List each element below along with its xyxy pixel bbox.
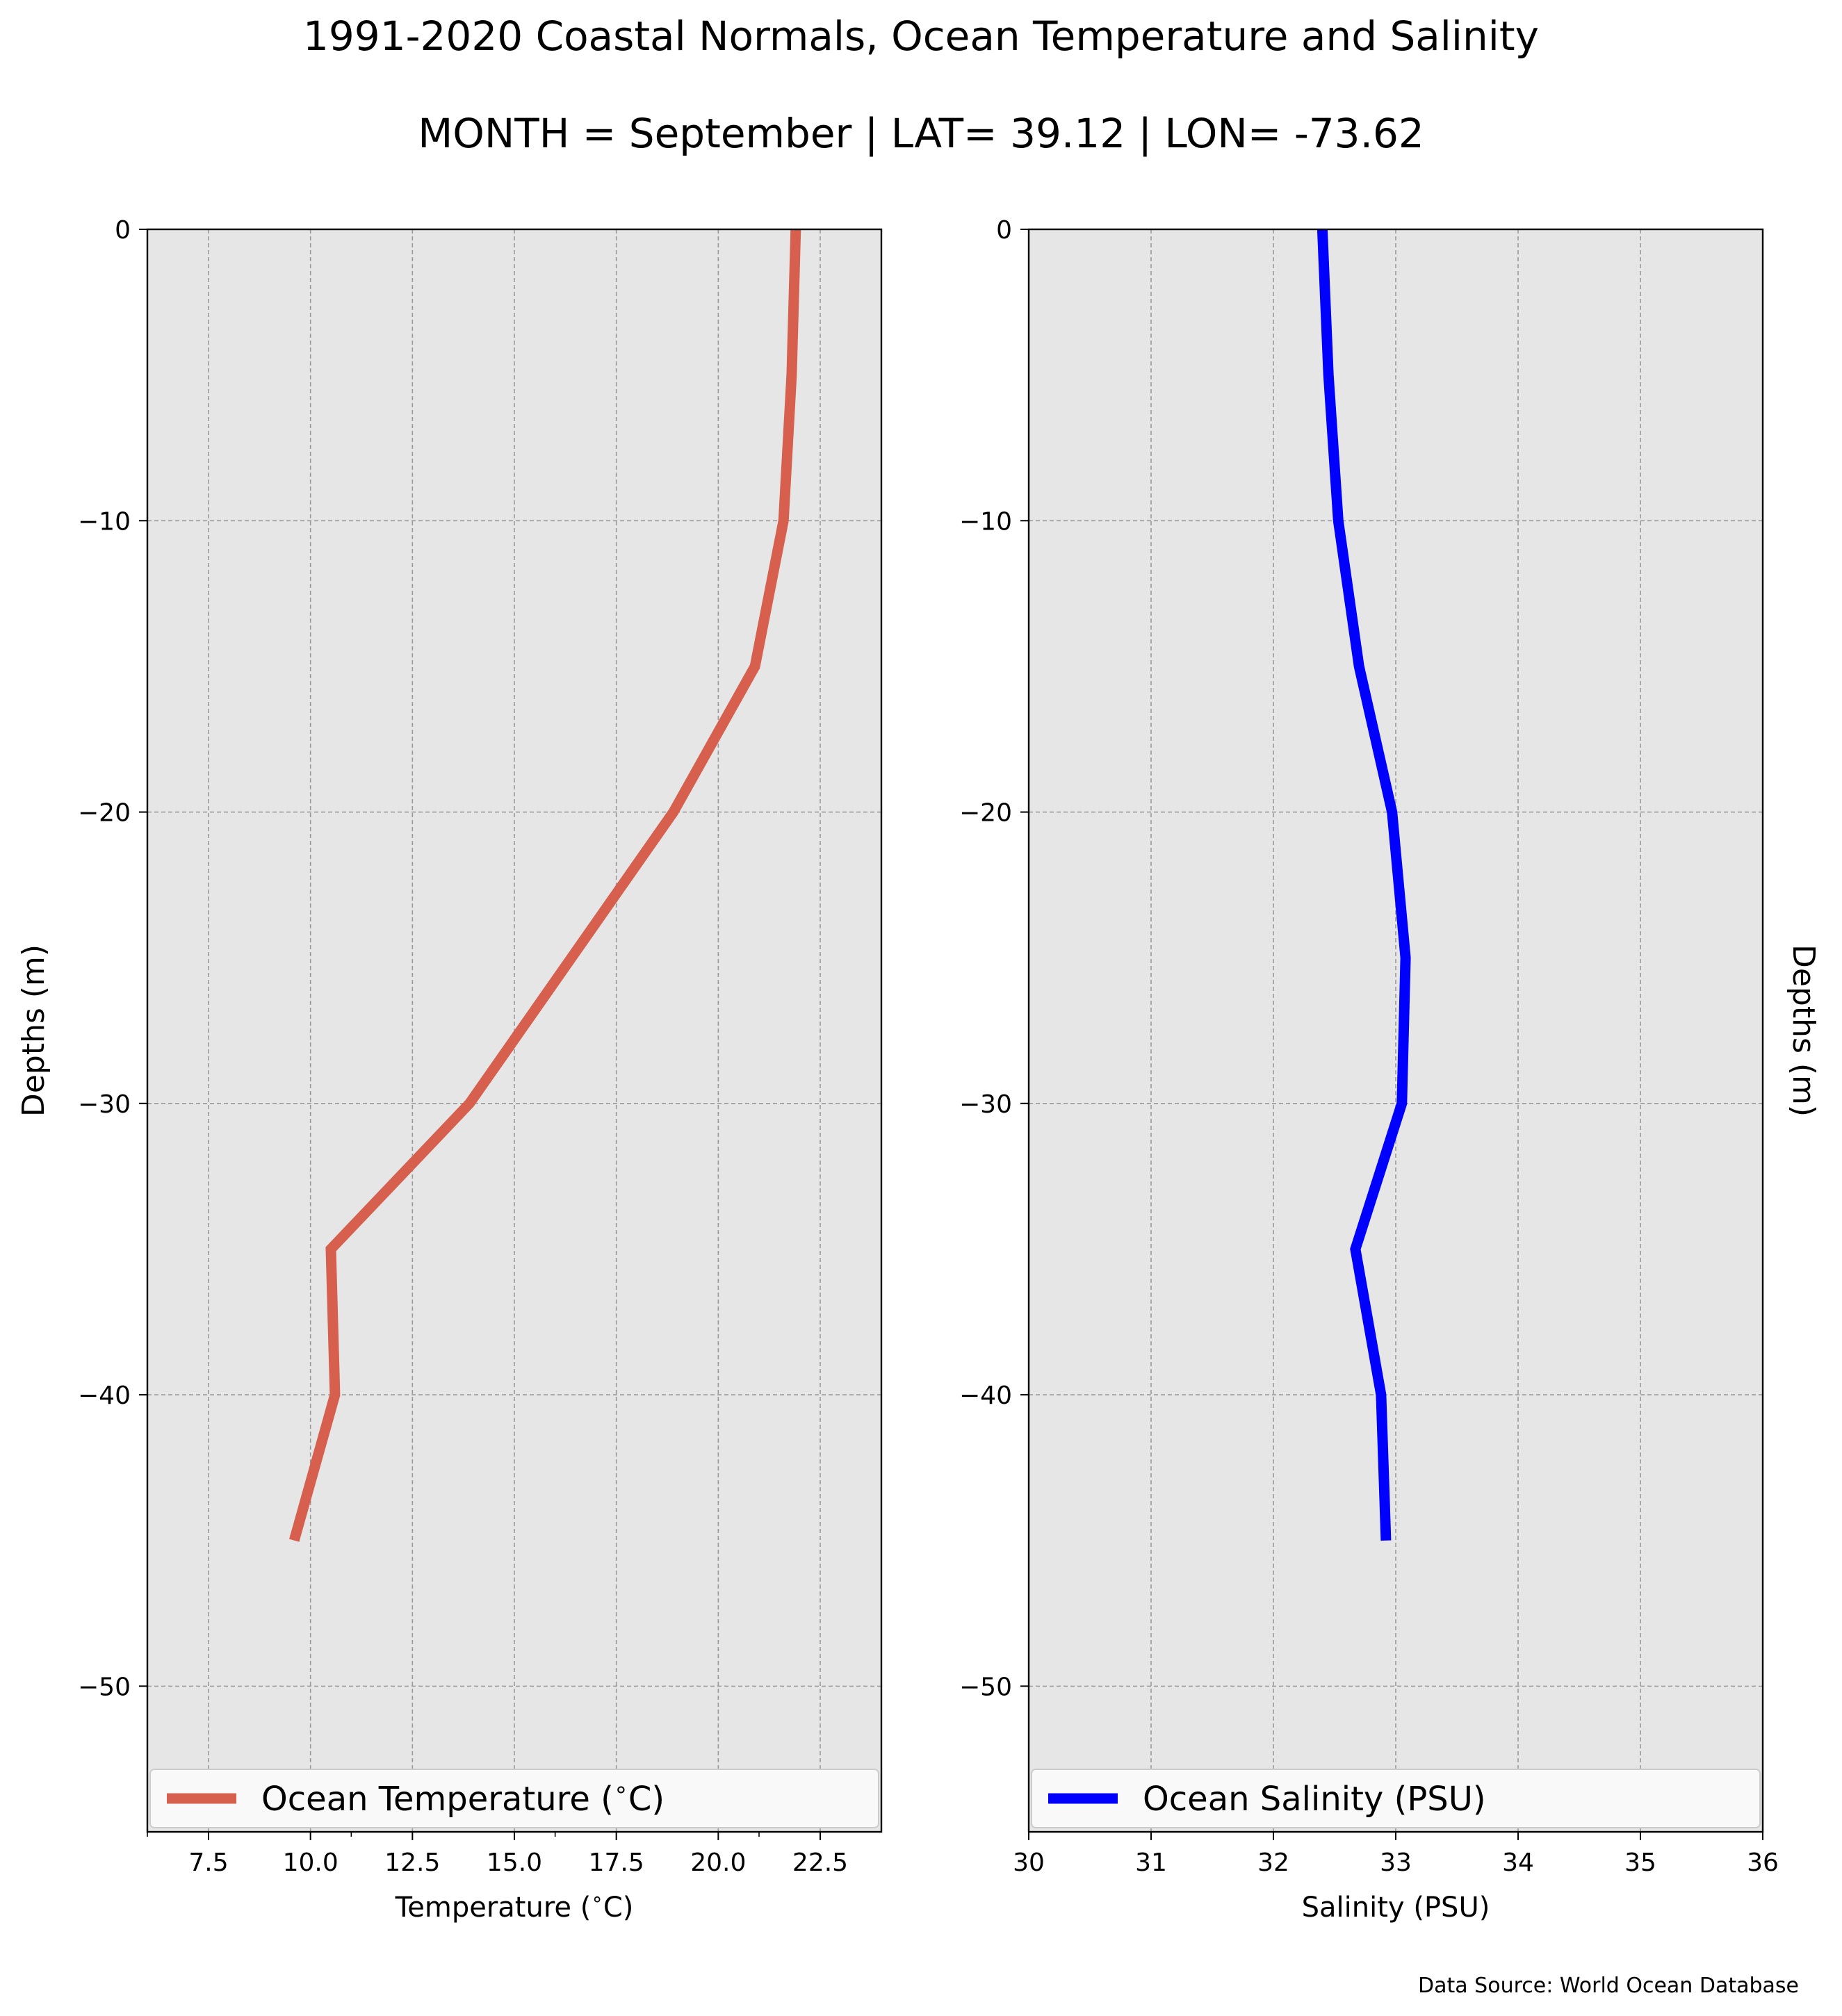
salinity-y-tick-label: −40 — [959, 1382, 1012, 1410]
temperature-y-tick-label: −20 — [78, 799, 131, 828]
salinity-y-tick-label: −20 — [959, 799, 1012, 828]
temperature-y-tick-label: −10 — [78, 507, 131, 536]
data-source-note: Data Source: World Ocean Database — [1418, 1974, 1799, 1998]
temperature-y-tick-label: −50 — [78, 1673, 131, 1701]
temperature-x-tick-label: 12.5 — [384, 1849, 440, 1877]
salinity-legend: Ocean Salinity (PSU) — [1031, 1769, 1761, 1828]
salinity-y-tick-label: −50 — [959, 1673, 1012, 1701]
temperature-x-tick-label: 22.5 — [792, 1849, 848, 1877]
chart-subtitle: MONTH = September | LAT= 39.12 | LON= -7… — [418, 110, 1424, 157]
salinity-y-tick-label: −30 — [959, 1090, 1012, 1119]
temperature-x-tick-label: 20.0 — [690, 1849, 746, 1877]
temperature-y-axis-label: Depths (m) — [16, 944, 51, 1117]
temperature-y-tick-label: 0 — [115, 216, 131, 245]
temperature-legend-box — [149, 1769, 879, 1828]
salinity-legend-box — [1031, 1769, 1761, 1828]
salinity-x-tick-label: 31 — [1135, 1849, 1167, 1877]
chart-title: 1991-2020 Coastal Normals, Ocean Tempera… — [303, 13, 1539, 60]
salinity-x-tick-label: 36 — [1747, 1849, 1779, 1877]
salinity-x-tick-label: 30 — [1013, 1849, 1045, 1877]
temperature-y-tick-label: −30 — [78, 1090, 131, 1119]
temperature-series-line — [288, 229, 801, 1542]
temperature-x-tick-label: 15.0 — [487, 1849, 542, 1877]
salinity-legend-label: Ocean Salinity (PSU) — [1143, 1780, 1486, 1819]
salinity-x-tick-label: 32 — [1257, 1849, 1289, 1877]
salinity-x-tick-label: 34 — [1502, 1849, 1534, 1877]
temperature-y-tick-label: −40 — [78, 1382, 131, 1410]
temperature-legend: Ocean Temperature (∘C) — [149, 1769, 879, 1828]
temperature-legend-label: Ocean Temperature (∘C) — [261, 1776, 665, 1819]
salinity-panel: 30 31 32 33 34 35 36 0 −10 −20 −30 −40 −50 Salinity (… — [959, 216, 1821, 1924]
temperature-x-tick-label: 10.0 — [283, 1849, 339, 1877]
salinity-x-axis-label: Salinity (PSU) — [1302, 1892, 1490, 1924]
salinity-series-line — [1317, 229, 1411, 1541]
salinity-y-tick-label: 0 — [996, 216, 1012, 245]
temperature-x-tick-label: 17.5 — [589, 1849, 644, 1877]
temperature-x-tick-label: 7.5 — [188, 1849, 228, 1877]
temperature-panel: 7.5 10.0 12.5 15.0 17.5 20.0 22.5 0 −10 −20 −30 −40… — [16, 216, 883, 1924]
salinity-x-tick-label: 33 — [1380, 1849, 1412, 1877]
salinity-x-tick-label: 35 — [1624, 1849, 1656, 1877]
temperature-x-axis-label: Temperature (∘C) — [395, 1887, 634, 1924]
salinity-y-axis-label: Depths (m) — [1786, 944, 1821, 1117]
salinity-y-tick-label: −10 — [959, 507, 1012, 536]
